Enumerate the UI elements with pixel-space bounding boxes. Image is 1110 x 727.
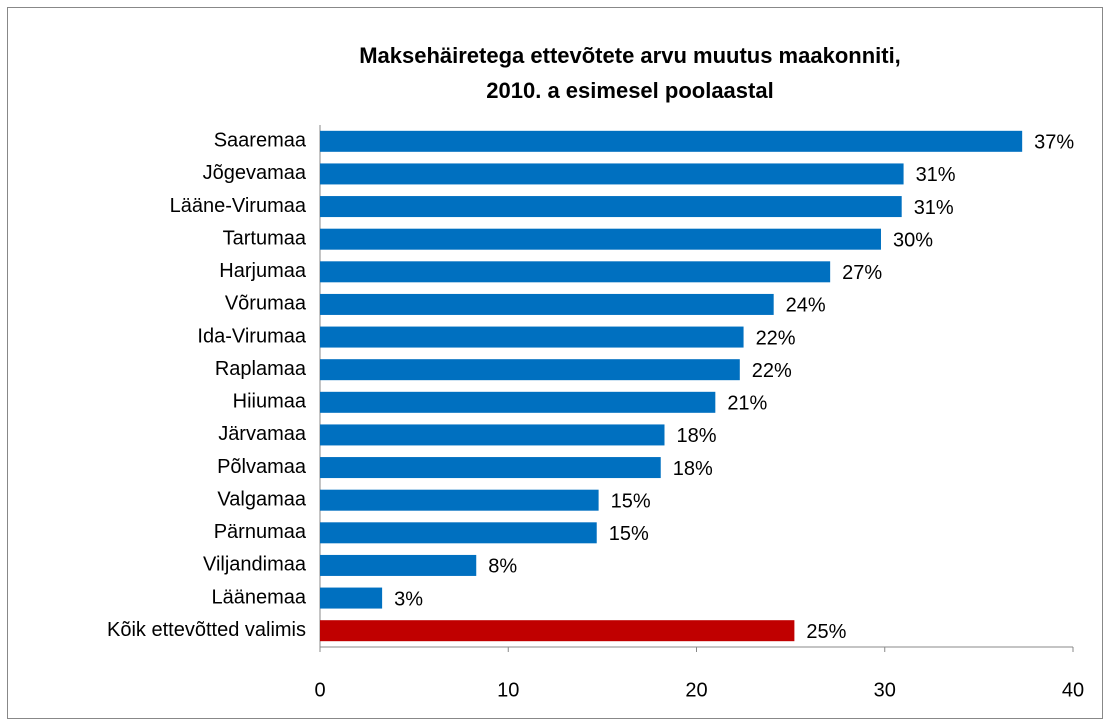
bar xyxy=(320,554,477,576)
data-label: 18% xyxy=(676,425,716,447)
bar xyxy=(320,391,716,413)
y-tick-label: Lääne-Virumaa xyxy=(170,195,307,217)
y-tick-label: Tartumaa xyxy=(223,227,307,249)
x-tick-label: 20 xyxy=(685,679,707,701)
x-tick-label: 30 xyxy=(874,679,896,701)
data-label: 15% xyxy=(609,523,649,545)
bar xyxy=(320,228,881,250)
chart-subtitle: 2010. a esimesel poolaastal xyxy=(486,78,773,103)
bar xyxy=(320,293,774,315)
data-label: 25% xyxy=(806,621,846,643)
data-label: 21% xyxy=(727,393,767,415)
chart-title: Maksehäiretega ettevõtete arvu muutus ma… xyxy=(359,43,901,68)
bar xyxy=(320,163,904,185)
data-label: 24% xyxy=(786,295,826,317)
y-tick-label: Ida-Virumaa xyxy=(197,325,306,347)
x-tick-label: 0 xyxy=(314,679,325,701)
data-label: 30% xyxy=(893,229,933,251)
data-label: 3% xyxy=(394,588,423,610)
data-label: 27% xyxy=(842,262,882,284)
bar xyxy=(320,359,740,381)
data-label: 15% xyxy=(611,490,651,512)
y-tick-label: Põlvamaa xyxy=(217,456,307,478)
y-tick-label: Pärnumaa xyxy=(214,521,307,543)
y-tick-label: Hiiumaa xyxy=(233,391,307,413)
y-tick-label: Järvamaa xyxy=(218,423,307,445)
y-tick-label: Valgamaa xyxy=(217,488,306,510)
bar xyxy=(320,261,831,283)
bar xyxy=(320,424,665,446)
y-tick-label: Võrumaa xyxy=(225,293,307,315)
bar xyxy=(320,587,383,609)
x-tick-label: 40 xyxy=(1062,679,1084,701)
y-tick-label: Viljandimaa xyxy=(203,554,307,576)
bar xyxy=(320,620,795,642)
data-label: 22% xyxy=(756,327,796,349)
y-tick-label: Jõgevamaa xyxy=(203,162,307,184)
bar xyxy=(320,522,597,544)
data-label: 31% xyxy=(914,197,954,219)
y-tick-label: Raplamaa xyxy=(215,358,307,380)
y-tick-label: Saaremaa xyxy=(214,130,307,152)
data-label: 31% xyxy=(916,164,956,186)
bar xyxy=(320,130,1023,152)
data-label: 18% xyxy=(673,458,713,480)
data-label: 22% xyxy=(752,360,792,382)
bar xyxy=(320,196,902,218)
bar xyxy=(320,457,661,479)
y-tick-label: Harjumaa xyxy=(219,260,307,282)
bar xyxy=(320,326,744,348)
data-label: 8% xyxy=(488,556,517,578)
x-tick-label: 10 xyxy=(497,679,519,701)
y-tick-label: Kõik ettevõtted valimis xyxy=(107,619,306,641)
y-tick-label: Läänemaa xyxy=(211,586,306,608)
data-label: 37% xyxy=(1034,132,1074,154)
bar xyxy=(320,489,599,511)
